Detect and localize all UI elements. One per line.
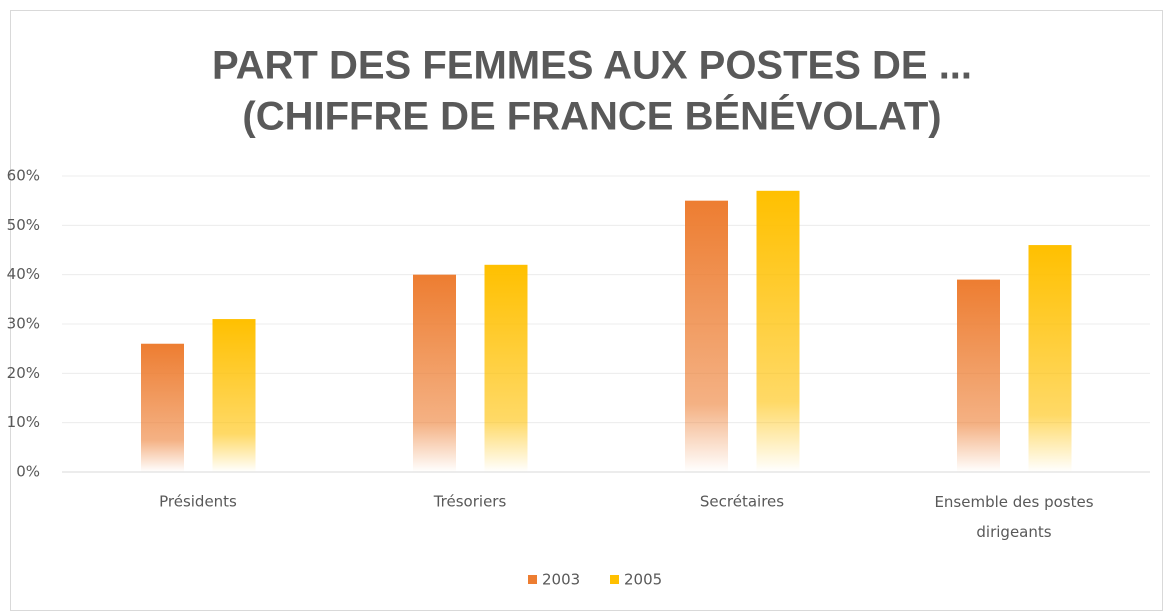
bar (957, 279, 1000, 472)
y-tick-label: 20% (7, 364, 40, 382)
legend-label: 2005 (624, 571, 662, 589)
bar (1028, 245, 1072, 472)
chart-title: PART DES FEMMES AUX POSTES DE ... (212, 44, 972, 88)
y-tick-label: 50% (7, 216, 40, 234)
legend-swatch (610, 575, 619, 584)
bar (484, 264, 528, 472)
y-tick-label: 0% (16, 463, 40, 481)
bar (685, 200, 728, 472)
y-tick-label: 40% (7, 265, 40, 283)
x-tick-label: Secrétaires (700, 493, 784, 511)
x-tick-label: Ensemble des postes dirigeants (934, 493, 1093, 541)
bar (756, 190, 800, 473)
y-tick-label: 10% (7, 413, 40, 431)
bar (413, 274, 456, 472)
y-tick-label: 30% (7, 315, 40, 333)
x-tick-label: Trésoriers (433, 493, 507, 511)
x-tick-label: Présidents (159, 493, 237, 511)
bar (141, 343, 184, 472)
legend-swatch (528, 575, 537, 584)
legend-label: 2003 (542, 571, 580, 589)
chart-title: (CHIFFRE DE FRANCE BÉNÉVOLAT) (242, 94, 941, 139)
bar (212, 319, 256, 472)
y-tick-label: 60% (7, 167, 40, 185)
